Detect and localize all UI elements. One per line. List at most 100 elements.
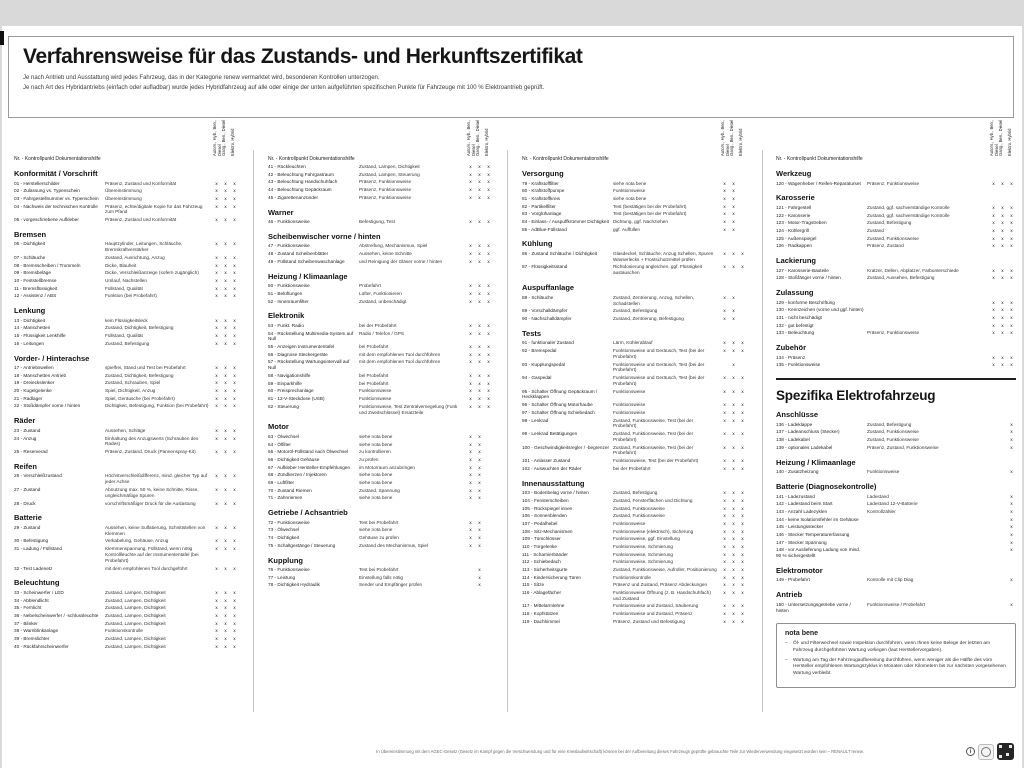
item-label: 95 - Schalter Öffnung Gepäckraum / Heckk… <box>522 388 598 400</box>
brand-badge-icon <box>978 743 994 760</box>
checklist-item: 46 - Funktionsweise Befestigung, Test x x x <box>268 219 493 225</box>
item-checks: x <box>989 602 1016 608</box>
check-mark: x <box>1001 243 1004 249</box>
check-mark: x <box>487 258 490 264</box>
check-mark: x <box>487 243 490 249</box>
check-mark: x <box>478 495 481 501</box>
check-mark: x <box>732 250 735 256</box>
checklist-item: 23 - Zustand Aussehen, Schläge x x x <box>14 428 239 434</box>
info-icon: i <box>966 747 975 756</box>
item-doc: Präsenz, Zustand, Druck (Pannenspray-Kit… <box>105 449 196 455</box>
checklist-item: 96 - Schalter Öffnung Motorhaube Funktion… <box>522 402 747 408</box>
checklist-item: 49 - Füllstand Scheibenwaschanlage und Re… <box>268 259 493 265</box>
checklist-item: 35 - Fernlicht Zustand, Lampen, Dichtigke… <box>14 605 239 611</box>
check-mark: x <box>478 330 481 336</box>
check-mark <box>989 602 998 608</box>
nota-bene-bullet: – Öl- und Filterwechsel sowie Inspektion … <box>785 641 1007 655</box>
check-mark: x <box>992 307 995 313</box>
check-mark: x <box>732 513 735 519</box>
check-mark <box>998 602 1007 608</box>
legal-footer-text: In Übereinstimmung mit dem AGEC-Gesetz (… <box>376 749 864 754</box>
item-checks: x <box>989 547 1016 553</box>
checklist-item: 123 - Motor-Tragstreben Zustand, Befestig… <box>776 220 1016 226</box>
check-mark: x <box>215 333 218 339</box>
checklist-item: 136 - Ladeklappe Zustand, Befestigung x <box>776 422 1016 428</box>
rotated-fuel-label: Elektro, Hybrid <box>1007 128 1012 156</box>
item-label: 59 - Einparkhilfe <box>268 380 302 386</box>
item-doc: Präsenz, Funktionsweise <box>867 330 920 336</box>
section-title: Karosserie <box>776 193 815 203</box>
item-label: 110 - Türgelenke <box>522 543 558 549</box>
checklist-item: 69 - Luftfilter siehe nota bene x x <box>268 480 493 486</box>
check-mark: x <box>224 620 227 626</box>
item-doc: siehe nota bene <box>613 180 647 186</box>
check-mark <box>998 517 1007 523</box>
check-mark: x <box>215 435 218 441</box>
check-mark <box>998 547 1007 553</box>
item-doc: Zustand, Spannung <box>359 487 400 493</box>
item-label: 80 - Kraftstoffpumpe <box>522 188 565 194</box>
check-mark <box>738 227 747 233</box>
item-label: 71 - Zahnriemen <box>268 495 303 501</box>
section-title: Motor <box>268 422 289 432</box>
check-mark: x <box>732 388 735 394</box>
section-title: Auspuffanlage <box>522 283 575 293</box>
check-mark <box>738 204 747 210</box>
check-mark <box>484 472 493 478</box>
checklist-item: 53 - Funkt. Radio bei der Probefahrt x x x <box>268 323 493 329</box>
checklist-item: 73 - Ölwechsel siehe nota bene x x <box>268 527 493 533</box>
page-title: Verfahrensweise für das Zustands- und He… <box>23 45 583 68</box>
check-mark: x <box>732 490 735 496</box>
item-label: 94 - Gaspedal <box>522 375 552 381</box>
checklist-item: 116 - Ablagefächer Funktionsweise Öffnung… <box>522 590 747 602</box>
check-mark <box>989 437 998 443</box>
item-doc: Zustand, Schrauben, Spiel <box>105 380 161 386</box>
rotated-fuel-label: Elektro, Hybrid <box>738 128 743 156</box>
checklist-item: 110 - Türgelenke Funktionsweise, Schmieru… <box>522 544 747 550</box>
item-label: 130 - Kennzeichen (vorne und ggf. hinten… <box>776 307 864 313</box>
item-doc <box>867 315 986 321</box>
checklist-column-4: Autom., Hyb., Ben., Diesel Gang., Ben., D… <box>776 106 1016 689</box>
check-mark: x <box>224 365 227 371</box>
check-mark: x <box>732 431 735 437</box>
checklist-item: 106 - Sonnenblenden Zustand, Funktionswei… <box>522 513 747 519</box>
check-mark: x <box>1010 539 1013 545</box>
section-title: Batterie (Diagnosekontrolle) <box>776 482 877 492</box>
check-mark: x <box>469 258 472 264</box>
check-mark: x <box>732 458 735 464</box>
item-label: 112 - Schiebedach <box>522 559 561 565</box>
item-checks: x <box>989 532 1016 538</box>
item-label: 90 - Nachschalldämpfer <box>522 315 572 321</box>
check-mark: x <box>469 380 472 386</box>
check-mark: x <box>478 472 481 478</box>
item-label: 24 - Anzug <box>14 435 37 441</box>
check-mark: x <box>233 612 236 618</box>
check-mark: x <box>992 315 995 320</box>
item-doc: Zustand, Funktionsweise, Test (bei der P… <box>613 417 694 429</box>
item-doc: Ladestand <box>867 493 889 499</box>
item-label: 26 - Verschleißzustand <box>14 473 62 479</box>
check-mark: x <box>233 589 236 595</box>
item-doc: bei der Probefahrt <box>359 322 397 328</box>
check-mark: x <box>1010 307 1013 313</box>
checklist-item: 39 - Bremslichter Zustand, Lampen, Dichti… <box>14 636 239 642</box>
item-label: 104 - Fensterscheiben <box>522 497 569 503</box>
item-label: 140 - Zusatzheizung <box>776 469 819 475</box>
item-doc: Zustand, Funktionsweise, Test (bei der P… <box>613 444 694 456</box>
checklist-item: 141 - Ladezustand Ladestand x <box>776 494 1016 500</box>
checklist-item: 50 - Funktionsweise Probefahrt x x x <box>268 283 493 289</box>
check-mark: x <box>224 340 227 346</box>
check-mark: x <box>1010 469 1013 475</box>
checklist-item: 24 - Anzug Einhaltung des Anzugswerts (Sc… <box>14 436 239 448</box>
